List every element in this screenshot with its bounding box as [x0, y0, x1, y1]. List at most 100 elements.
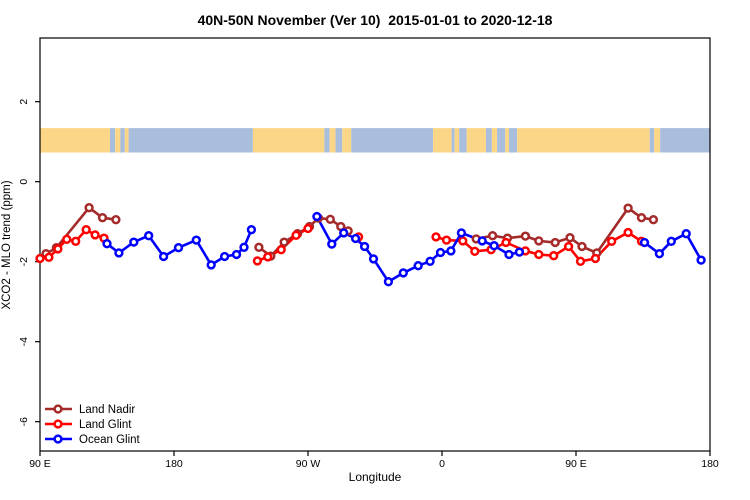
series-land-nadir-point [565, 233, 575, 243]
series-ocean-glint-point [368, 254, 379, 264]
series-land-glint-point [575, 256, 586, 266]
series-land-nadir-point [487, 231, 498, 241]
series-ocean-glint-point [639, 237, 650, 248]
series-land-nadir-line [257, 216, 350, 258]
x-tick-label: 0 [439, 458, 445, 470]
series-ocean-glint-point [350, 233, 361, 244]
series-ocean-glint-point [158, 251, 169, 262]
series-ocean-glint-point [383, 277, 394, 287]
series-ocean-glint-point [504, 249, 514, 260]
series-land-glint-point [62, 234, 72, 244]
map-strip-land-segment [466, 128, 486, 153]
series-ocean-glint-point [456, 228, 467, 238]
series-land-glint-point [534, 249, 544, 260]
map-strip-ocean-segment [351, 128, 434, 153]
series-land-glint-point [441, 235, 452, 245]
x-tick-label: 90 E [565, 458, 587, 470]
map-strip-ocean-segment [485, 128, 492, 153]
series-land-glint-point [303, 223, 313, 234]
map-strip-ocean-segment [128, 128, 253, 153]
series-ocean-glint-point [206, 260, 216, 270]
series-land-nadir-point [279, 237, 289, 247]
series-ocean-glint-point [681, 229, 691, 239]
series-land-glint-point [90, 230, 100, 240]
map-strip-ocean-segment [120, 128, 125, 153]
series-ocean-glint-point [219, 251, 230, 262]
series-land-nadir-point [534, 236, 544, 246]
legend-swatch-marker [53, 434, 63, 444]
series-ocean-glint-point [666, 236, 676, 246]
series-land-glint-point [53, 244, 63, 254]
legend-item-label: Land Glint [79, 419, 132, 431]
series-land-glint-point [35, 253, 45, 264]
map-strip-ocean-segment [109, 128, 116, 153]
map-strip-land-segment [505, 128, 509, 153]
y-tick-label: -6 [18, 417, 30, 426]
x-axis-label: Longitude [348, 470, 402, 484]
map-strip-ocean-segment [335, 128, 343, 153]
series-land-nadir-point [577, 241, 587, 252]
series-land-nadir-point [111, 215, 121, 225]
map-strip-land-segment [115, 128, 121, 153]
series-ocean-glint-point [191, 235, 201, 245]
map-strip-ocean-segment [459, 128, 467, 153]
chart-title: 40N-50N November (Ver 10) 2015-01-01 to … [197, 12, 553, 28]
series-ocean-glint-point [246, 225, 257, 235]
map-strip-ocean-segment [649, 128, 655, 153]
series-land-glint-point [590, 253, 601, 264]
map-strip-ocean-segment [324, 128, 330, 153]
legend-item-label: Ocean Glint [79, 434, 141, 446]
series-land-glint-point [263, 252, 273, 262]
series-land-nadir-point [520, 231, 531, 241]
series-land-nadir-point [550, 237, 560, 248]
plot-frame [39, 37, 711, 452]
map-strip-land-segment [517, 128, 650, 153]
series-ocean-glint-point [129, 237, 139, 247]
series-land-glint-point [291, 230, 301, 240]
y-tick-label: -2 [18, 257, 30, 266]
series-land-nadir-point [254, 242, 264, 252]
map-strip-land-segment [454, 128, 460, 153]
series-land-nadir-point [325, 214, 335, 224]
x-tick-label: 180 [165, 458, 183, 470]
series-ocean-glint-point [327, 239, 337, 249]
map-strip-land-segment [40, 128, 110, 153]
series-land-glint-point [458, 236, 468, 246]
map-strip-land-segment [252, 128, 325, 153]
series-land-nadir-point [84, 203, 94, 213]
y-tick-label: -4 [18, 337, 30, 346]
series-land-glint-point [44, 252, 54, 262]
series-land-nadir-point [648, 215, 659, 225]
x-tick-label: 90 E [29, 458, 51, 470]
series-ocean-glint-point [489, 241, 499, 251]
legend-item-label: Land Nadir [79, 404, 135, 416]
map-strip-land-segment [433, 128, 452, 153]
map-strip-land-segment [654, 128, 661, 153]
series-land-glint-point [623, 227, 633, 238]
series-land-glint-point [71, 236, 81, 246]
series-land-glint-point [81, 225, 91, 235]
series-ocean-glint-point [435, 247, 446, 258]
y-tick-label: 2 [18, 99, 30, 105]
map-strip-land-segment [124, 128, 129, 153]
series-land-nadir-point [636, 213, 647, 223]
series-ocean-glint-point [477, 236, 487, 246]
series-land-glint-point [501, 237, 511, 248]
series-land-nadir-point [97, 213, 108, 223]
map-strip-ocean-segment [451, 128, 455, 153]
series-ocean-glint-point [114, 248, 124, 258]
series-ocean-glint-point [654, 249, 665, 259]
series-land-glint-point [470, 246, 480, 256]
y-tick-label: 0 [18, 179, 30, 185]
series-land-glint-point [431, 232, 441, 242]
series-land-glint-point [252, 256, 263, 266]
x-tick-label: 90 W [296, 458, 321, 470]
series-land-glint-point [549, 251, 559, 261]
series-ocean-glint-point [339, 228, 349, 238]
series-land-nadir-point [623, 203, 633, 213]
series-land-glint-point [607, 236, 617, 246]
map-strip-land-segment [342, 128, 352, 153]
series-land-glint-point [276, 245, 286, 255]
series-ocean-glint-point [173, 243, 184, 253]
